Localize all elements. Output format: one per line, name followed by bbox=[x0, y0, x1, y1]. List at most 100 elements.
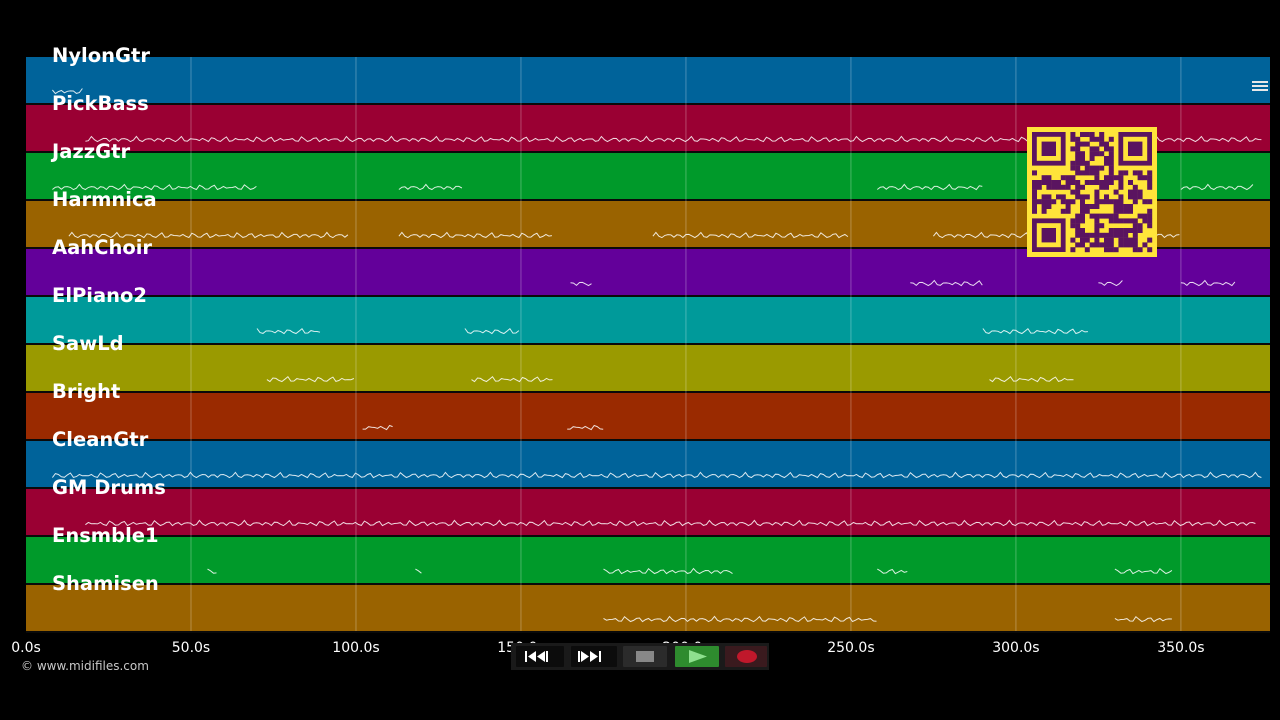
qr-module bbox=[1070, 199, 1076, 205]
qr-module bbox=[1070, 146, 1076, 152]
note-trace bbox=[266, 375, 355, 383]
qr-module bbox=[1094, 228, 1100, 233]
qr-module bbox=[1123, 218, 1129, 224]
play-button[interactable] bbox=[675, 646, 719, 667]
qr-module bbox=[1070, 175, 1076, 181]
qr-module bbox=[1128, 204, 1133, 209]
qr-module bbox=[1080, 132, 1085, 137]
qr-module bbox=[1084, 232, 1090, 238]
qr-module bbox=[1075, 189, 1081, 195]
note-trace bbox=[415, 568, 422, 574]
qr-module bbox=[1099, 199, 1105, 205]
qr-module bbox=[1118, 228, 1124, 233]
qr-module bbox=[1118, 208, 1124, 214]
qr-module bbox=[1137, 194, 1143, 200]
qr-module bbox=[1041, 194, 1047, 200]
qr-module bbox=[1104, 194, 1109, 200]
qr-module bbox=[1137, 170, 1143, 176]
qr-module bbox=[1113, 204, 1119, 209]
qr-module bbox=[1147, 184, 1153, 190]
qr-module bbox=[1094, 170, 1100, 176]
qr-module bbox=[1094, 237, 1100, 243]
time-tick-label: 0.0s bbox=[11, 640, 41, 656]
time-tick-label: 300.0s bbox=[992, 640, 1040, 656]
rewind-icon bbox=[525, 651, 548, 662]
qr-module bbox=[1104, 146, 1109, 152]
fast-forward-button[interactable] bbox=[571, 646, 617, 667]
qr-module bbox=[1118, 242, 1124, 248]
qr-module bbox=[1080, 170, 1085, 176]
qr-module bbox=[1108, 136, 1114, 142]
qr-module bbox=[1065, 175, 1071, 181]
qr-module bbox=[1075, 170, 1081, 176]
qr-module bbox=[1118, 194, 1124, 200]
qr-module bbox=[1108, 242, 1114, 248]
track-lane bbox=[26, 441, 1270, 487]
track-lane bbox=[26, 585, 1270, 631]
qr-module bbox=[1084, 247, 1090, 253]
qr-module bbox=[1032, 208, 1037, 214]
track-label: Shamisen bbox=[52, 572, 159, 595]
record-button[interactable] bbox=[725, 646, 767, 667]
qr-module bbox=[1094, 175, 1100, 181]
track-lane bbox=[26, 57, 1270, 103]
qr-module bbox=[1036, 180, 1042, 185]
qr-module bbox=[1051, 184, 1057, 190]
qr-module bbox=[1118, 218, 1124, 224]
qr-module bbox=[1108, 228, 1114, 233]
qr-module bbox=[1094, 194, 1100, 200]
record-icon bbox=[737, 650, 757, 663]
qr-module bbox=[1070, 180, 1076, 185]
qr-module bbox=[1075, 180, 1081, 185]
track-label: ElPiano2 bbox=[52, 284, 147, 307]
qr-module bbox=[1142, 199, 1148, 205]
qr-module bbox=[1075, 141, 1081, 147]
qr-module bbox=[1108, 218, 1114, 224]
stop-button[interactable] bbox=[623, 646, 667, 667]
qr-module bbox=[1032, 184, 1037, 190]
note-trace bbox=[1180, 183, 1254, 191]
track-label: JazzGtr bbox=[52, 140, 131, 163]
qr-module bbox=[1075, 136, 1081, 142]
note-trace bbox=[876, 183, 983, 191]
qr-module bbox=[1065, 199, 1071, 205]
qr-module bbox=[1060, 175, 1066, 181]
qr-module bbox=[1099, 180, 1105, 185]
qr-module bbox=[1084, 237, 1090, 243]
qr-module bbox=[1099, 184, 1105, 190]
qr-module bbox=[1104, 141, 1109, 147]
qr-finder-core bbox=[1041, 141, 1056, 156]
lane-divider bbox=[26, 247, 1270, 249]
qr-module bbox=[1132, 184, 1138, 190]
qr-module bbox=[1080, 160, 1085, 166]
qr-module bbox=[1137, 247, 1143, 253]
rewind-button[interactable] bbox=[516, 646, 564, 667]
note-trace bbox=[207, 568, 217, 574]
track-label: SawLd bbox=[52, 332, 124, 355]
qr-module bbox=[1113, 199, 1119, 205]
qr-module bbox=[1070, 132, 1076, 137]
note-trace bbox=[570, 281, 592, 287]
qr-module bbox=[1089, 136, 1095, 142]
hamburger-menu-icon[interactable] bbox=[1252, 77, 1268, 91]
note-trace bbox=[68, 231, 349, 239]
lane-divider bbox=[26, 391, 1270, 393]
qr-module bbox=[1118, 232, 1124, 238]
qr-module bbox=[1147, 237, 1153, 243]
qr-module bbox=[1046, 175, 1052, 181]
qr-module bbox=[1032, 199, 1037, 205]
qr-module bbox=[1089, 156, 1095, 161]
qr-module bbox=[1113, 218, 1119, 224]
qr-module bbox=[1108, 146, 1114, 152]
qr-module bbox=[1041, 175, 1047, 181]
qr-module bbox=[1070, 165, 1076, 171]
qr-module bbox=[1051, 180, 1057, 185]
qr-module bbox=[1108, 247, 1114, 253]
qr-module bbox=[1104, 184, 1109, 190]
qr-module bbox=[1118, 199, 1124, 205]
qr-module bbox=[1080, 194, 1085, 200]
qr-module bbox=[1060, 199, 1066, 205]
qr-module bbox=[1147, 223, 1153, 229]
qr-code[interactable] bbox=[1027, 127, 1157, 257]
track-label: NylonGtr bbox=[52, 44, 150, 67]
